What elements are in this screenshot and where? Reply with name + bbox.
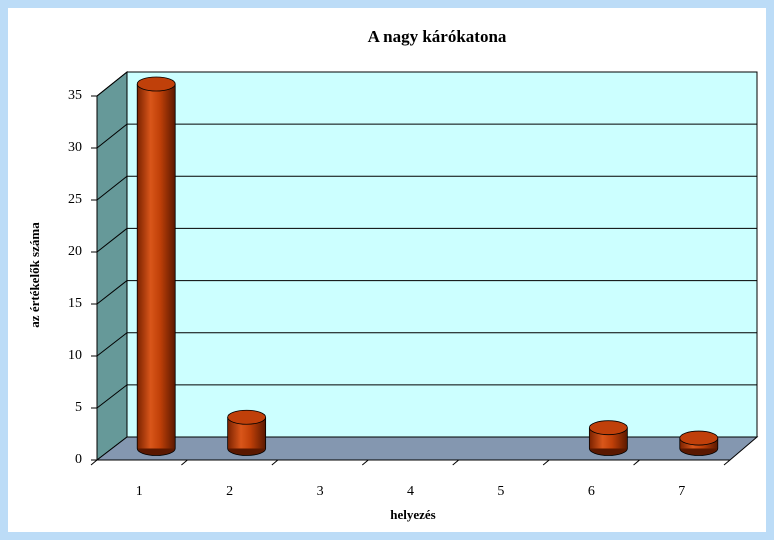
grid-line bbox=[96, 175, 128, 201]
x-axis-label: helyezés bbox=[390, 507, 435, 522]
x-tick bbox=[361, 459, 369, 466]
grid-line bbox=[96, 332, 128, 357]
grid-line bbox=[96, 123, 128, 149]
x-tick bbox=[452, 459, 460, 466]
y-axis-label: az értékelők száma bbox=[27, 222, 42, 328]
bar-bottom-rim bbox=[227, 448, 267, 456]
y-tick-label: 25 bbox=[68, 192, 82, 207]
x-tick-label: 6 bbox=[588, 484, 595, 499]
y-tick-label: 30 bbox=[68, 140, 82, 155]
x-tick-label: 5 bbox=[497, 484, 504, 499]
back-wall bbox=[126, 71, 758, 438]
y-tick-label: 0 bbox=[75, 452, 82, 467]
x-tick-label: 7 bbox=[678, 484, 685, 499]
bar-bottom-rim bbox=[679, 448, 719, 456]
x-tick bbox=[90, 459, 98, 466]
floor bbox=[95, 436, 759, 461]
x-tick bbox=[181, 459, 188, 466]
bar-top bbox=[227, 409, 267, 425]
bar-bottom-rim bbox=[136, 448, 176, 456]
bar-top bbox=[679, 430, 719, 446]
y-tick-label: 35 bbox=[68, 88, 82, 103]
y-tick-label: 5 bbox=[75, 400, 82, 415]
y-tick-label: 20 bbox=[68, 244, 82, 259]
y-tick-label: 15 bbox=[68, 296, 82, 311]
x-tick-label: 4 bbox=[407, 484, 414, 499]
grid-line bbox=[96, 280, 128, 305]
x-tick-label: 1 bbox=[136, 484, 143, 499]
x-tick-label: 2 bbox=[226, 484, 233, 499]
bar bbox=[137, 84, 176, 449]
x-tick bbox=[633, 459, 640, 466]
chart-title: A nagy kárókatona bbox=[368, 27, 507, 46]
bar-top bbox=[588, 420, 628, 436]
grid-line bbox=[96, 71, 128, 97]
side-wall bbox=[96, 70, 128, 462]
x-tick bbox=[542, 459, 550, 466]
y-tick-label: 10 bbox=[68, 348, 82, 363]
x-tick-label: 3 bbox=[317, 484, 324, 499]
x-tick bbox=[723, 459, 731, 466]
grid-line bbox=[96, 228, 128, 253]
grid-line bbox=[96, 384, 128, 409]
x-tick bbox=[271, 459, 279, 466]
bar-bottom-rim bbox=[588, 448, 628, 456]
bar-top bbox=[136, 76, 176, 92]
